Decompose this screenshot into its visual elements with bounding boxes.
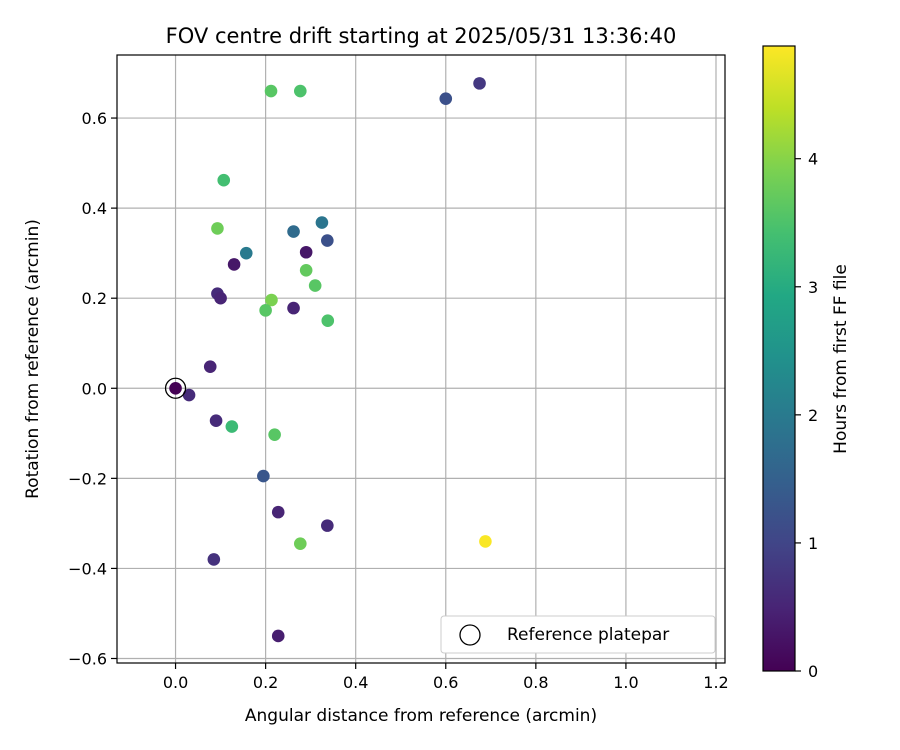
plot-area-frame bbox=[116, 54, 726, 664]
y-tick-label: 0.0 bbox=[82, 379, 107, 398]
x-tick-label: 0.4 bbox=[343, 673, 368, 692]
data-point bbox=[182, 388, 196, 402]
data-point bbox=[225, 420, 239, 433]
colorbar-label: Hours from first FF file bbox=[831, 264, 851, 454]
x-tick-label: 1.2 bbox=[703, 673, 728, 692]
data-point bbox=[268, 428, 281, 441]
data-point bbox=[209, 414, 223, 428]
data-point bbox=[217, 173, 231, 187]
data-points bbox=[164, 77, 492, 643]
y-tick-label: 0.2 bbox=[82, 289, 107, 308]
data-point bbox=[264, 84, 278, 98]
legend-box bbox=[440, 615, 716, 654]
y-axis-label: Rotation from reference (arcmin) bbox=[23, 219, 43, 499]
colorbar-tick-label: 2 bbox=[808, 406, 818, 425]
legend: Reference platepar bbox=[440, 615, 716, 654]
data-point bbox=[203, 360, 217, 373]
data-point bbox=[299, 263, 313, 277]
chart-title: FOV centre drift starting at 2025/05/31 … bbox=[166, 24, 677, 48]
legend-marker-icon bbox=[459, 624, 481, 646]
y-tick-label: −0.6 bbox=[68, 649, 107, 668]
data-point bbox=[227, 258, 241, 271]
legend-label: Reference platepar bbox=[507, 625, 669, 645]
data-point bbox=[308, 279, 322, 292]
colorbar-tick-label: 1 bbox=[808, 534, 818, 553]
data-point bbox=[321, 519, 334, 532]
data-point bbox=[214, 291, 227, 305]
data-point bbox=[169, 381, 182, 395]
data-point bbox=[294, 84, 307, 98]
data-point bbox=[211, 222, 224, 235]
x-axis-ticks: 0.0 0.2 0.4 0.6 0.8 1.0 1.2 bbox=[163, 663, 729, 692]
data-point bbox=[287, 301, 300, 315]
data-point bbox=[271, 505, 285, 519]
x-axis-label: Angular distance from reference (arcmin) bbox=[245, 706, 597, 726]
y-tick-label: 0.4 bbox=[82, 199, 107, 218]
x-tick-label: 1.0 bbox=[613, 673, 638, 692]
colorbar-tick-label: 4 bbox=[808, 150, 818, 169]
data-point bbox=[321, 234, 334, 247]
colorbar-tick-label: 3 bbox=[808, 278, 818, 297]
data-point bbox=[271, 629, 285, 643]
data-point bbox=[479, 535, 492, 548]
x-tick-label: 0.6 bbox=[433, 673, 458, 692]
x-tick-label: 0.8 bbox=[523, 673, 548, 692]
data-point bbox=[287, 225, 300, 238]
data-point bbox=[321, 314, 335, 328]
data-point bbox=[473, 77, 486, 90]
y-tick-label: −0.2 bbox=[68, 469, 107, 488]
data-point bbox=[257, 469, 270, 483]
data-point bbox=[265, 293, 278, 307]
data-point bbox=[294, 537, 307, 550]
x-tick-label: 0.2 bbox=[253, 673, 278, 692]
y-axis-ticks: −0.6 −0.4 −0.2 0.0 0.2 0.4 0.6 bbox=[68, 109, 117, 668]
data-point bbox=[315, 216, 329, 229]
data-point bbox=[439, 92, 453, 105]
colorbar-ticks: 0 1 2 3 4 bbox=[795, 150, 818, 681]
colorbar-gradient bbox=[762, 45, 796, 672]
reference-platepar-marker bbox=[164, 377, 187, 399]
data-point bbox=[239, 246, 253, 260]
y-tick-label: −0.4 bbox=[68, 559, 107, 578]
y-tick-label: 0.6 bbox=[82, 109, 107, 128]
data-point bbox=[259, 304, 272, 317]
x-tick-label: 0.0 bbox=[163, 673, 188, 692]
colorbar: 0 1 2 3 4 Hours from first FF file bbox=[762, 45, 851, 681]
data-point bbox=[207, 553, 221, 566]
grid-lines bbox=[117, 55, 725, 663]
colorbar-tick-label: 0 bbox=[808, 662, 818, 681]
data-point bbox=[299, 245, 313, 259]
